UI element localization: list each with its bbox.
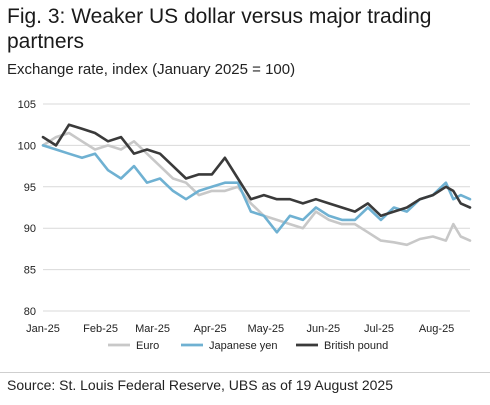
y-tick-label: 80 bbox=[24, 306, 36, 318]
chart-area: 80 85 90 95 100 105 Jan-25 Feb-25 Mar-25 Apr-25 Ma… bbox=[0, 86, 490, 370]
chart-title: Fig. 3: Weaker US dollar versus major tr… bbox=[7, 5, 432, 53]
y-tick-label: 100 bbox=[18, 140, 36, 152]
x-tick-label: Aug-25 bbox=[419, 323, 454, 335]
x-tick-label: Mar-25 bbox=[135, 323, 170, 335]
x-tick-label: Feb-25 bbox=[83, 323, 118, 335]
line-chart: 80 85 90 95 100 105 Jan-25 Feb-25 Mar-25 Apr-25 Ma… bbox=[18, 99, 472, 352]
source-note: Source: St. Louis Federal Reserve, UBS a… bbox=[7, 377, 393, 393]
source-divider bbox=[0, 372, 490, 373]
y-tick-label: 85 bbox=[24, 265, 36, 277]
y-tick-label: 90 bbox=[24, 223, 36, 235]
x-tick-label: Jan-25 bbox=[26, 323, 60, 335]
chart-subtitle: Exchange rate, index (January 2025 = 100… bbox=[7, 61, 296, 78]
y-tick-label: 105 bbox=[18, 99, 36, 111]
x-tick-label: Apr-25 bbox=[194, 323, 227, 335]
series-line-british-pound bbox=[41, 123, 472, 218]
x-tick-label: May-25 bbox=[247, 323, 284, 335]
y-tick-label: 95 bbox=[24, 182, 36, 194]
x-tick-label: Jul-25 bbox=[364, 323, 394, 335]
legend-label-british-pound: British pound bbox=[324, 340, 388, 352]
x-tick-label: Jun-25 bbox=[307, 323, 341, 335]
legend-label-japanese-yen: Japanese yen bbox=[209, 340, 278, 352]
legend-label-euro: Euro bbox=[136, 340, 159, 352]
series-line-japanese-yen bbox=[41, 144, 472, 234]
